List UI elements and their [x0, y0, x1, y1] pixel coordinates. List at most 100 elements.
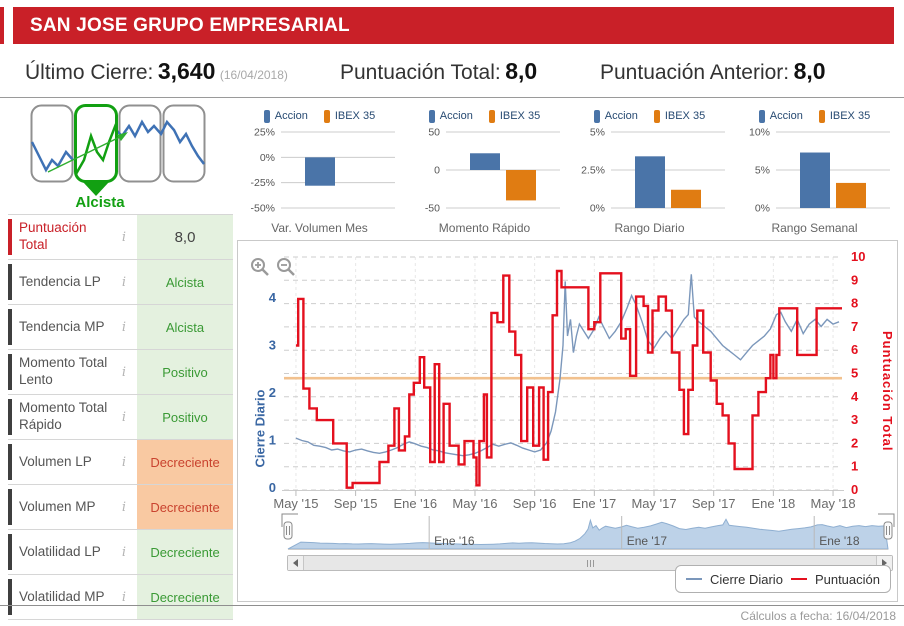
- navigator-area: [287, 518, 889, 550]
- left-edge-accent: [0, 7, 4, 44]
- mini-chart-legend: Accion IBEX 35: [732, 106, 897, 126]
- chart-legend: Cierre Diario Puntuación: [674, 565, 891, 593]
- mini-chart-rango-diario: Accion IBEX 35 5% 2.5% 0% Rango Diario: [567, 102, 732, 238]
- indicator-label: Volatilidad LP: [8, 534, 111, 570]
- calculation-date-text: Cálculos a fecha: 16/04/2018: [740, 609, 896, 623]
- puntuacion-total-label: Puntuación Total:: [340, 61, 501, 84]
- legend-label: IBEX 35: [829, 110, 871, 122]
- trend-card-selected: [74, 104, 118, 183]
- info-icon[interactable]: i: [121, 544, 127, 560]
- titlebar: SAN JOSE GRUPO EMPRESARIAL: [13, 7, 894, 44]
- sidebar-row-6: Volumen MP i Decreciente: [8, 485, 233, 530]
- selected-card-pointer: [83, 182, 109, 196]
- bar-accion: [470, 153, 500, 170]
- puntuacion-legend-label[interactable]: Puntuación: [814, 571, 880, 587]
- navigator-left-handle[interactable]: [283, 521, 293, 540]
- legend-marker: [818, 109, 825, 123]
- sidebar-row-3: Momento Total Lento i Positivo: [8, 350, 233, 395]
- right-axis-title: Puntuación Total: [880, 331, 895, 452]
- legend-label: Accion: [604, 110, 638, 122]
- svg-text:9: 9: [851, 272, 858, 287]
- mini-chart-title: Momento Rápido: [438, 221, 531, 235]
- zoom-out-icon[interactable]: [276, 257, 296, 277]
- left-arrow-icon: [293, 559, 298, 567]
- price-sparkline-right: [115, 119, 205, 165]
- svg-text:-25%: -25%: [250, 177, 275, 189]
- trend-thumbnail: Alcista: [8, 102, 233, 214]
- stat-ultimo-cierre: Último Cierre: 3,640 (16/04/2018): [25, 58, 288, 85]
- indicator-value: Alcista: [137, 305, 233, 349]
- info-icon[interactable]: i: [121, 499, 127, 515]
- svg-text:0: 0: [269, 480, 276, 495]
- price-sparkline-left: [30, 141, 74, 173]
- svg-text:25%: 25%: [254, 127, 275, 139]
- indicator-value: Decreciente: [137, 485, 233, 529]
- mini-chart-var-volumen-mes: Accion IBEX 35 25% 0% -25% -50% Var. Volumen M…: [237, 102, 402, 238]
- uptrend-arrow-line: [47, 134, 125, 173]
- legend-marker: [653, 109, 660, 123]
- legend-label: Accion: [274, 110, 308, 122]
- legend-marker: [323, 109, 330, 123]
- legend-marker: [593, 109, 600, 123]
- legend-label: Accion: [769, 110, 803, 122]
- svg-text:5%: 5%: [755, 165, 770, 177]
- cierre-diario-legend-label[interactable]: Cierre Diario: [709, 571, 783, 587]
- svg-text:Sep '17: Sep '17: [692, 496, 736, 511]
- bar-accion: [305, 157, 335, 186]
- info-icon[interactable]: i: [121, 364, 127, 380]
- svg-text:10: 10: [851, 249, 865, 264]
- legend-item-ibex: IBEX 35: [323, 109, 375, 123]
- legend-marker: [488, 109, 495, 123]
- mini-chart-title: Rango Semanal: [771, 221, 858, 235]
- ultimo-cierre-value: 3,640: [157, 58, 216, 84]
- legend-item-accion: Accion: [263, 109, 308, 123]
- sidebar-row-4: Momento Total Rápido i Positivo: [8, 395, 233, 440]
- info-icon[interactable]: i: [121, 274, 127, 290]
- info-icon[interactable]: i: [121, 229, 127, 245]
- legend-item-accion: Accion: [428, 109, 473, 123]
- mini-chart-momento-rapido: Accion IBEX 35 50 0 -50 Momento Rápido: [402, 102, 567, 238]
- info-icon[interactable]: i: [121, 454, 127, 470]
- right-arrow-icon: [882, 559, 887, 567]
- trend-card-4: [162, 104, 206, 183]
- footer-separator: [0, 605, 904, 606]
- indicator-value: Positivo: [137, 395, 233, 439]
- indicator-value: Alcista: [137, 260, 233, 304]
- puntuacion-anterior-value: 8,0: [793, 58, 826, 84]
- svg-text:6: 6: [851, 342, 858, 357]
- svg-text:Ene '17: Ene '17: [627, 534, 668, 548]
- legend-label: Accion: [439, 110, 473, 122]
- sidebar-row-8: Volatilidad MP i Decreciente: [8, 575, 233, 620]
- mini-charts-row: Accion IBEX 35 25% 0% -25% -50% Var. Volumen M…: [237, 102, 897, 238]
- indicator-label: Tendencia LP: [8, 264, 111, 300]
- mini-chart-legend: Accion IBEX 35: [567, 106, 732, 126]
- svg-text:May '16: May '16: [452, 496, 497, 511]
- cierre-diario-legend-marker: [685, 578, 702, 580]
- range-navigator[interactable]: Ene '16 Ene '17 Ene '18: [238, 513, 895, 557]
- svg-text:1: 1: [851, 459, 858, 474]
- svg-text:0: 0: [851, 482, 858, 497]
- cierre-diario-series: [295, 274, 840, 457]
- svg-text:Sep '15: Sep '15: [334, 496, 378, 511]
- svg-text:0%: 0%: [755, 203, 770, 215]
- calculation-date: Cálculos a fecha: 16/04/2018: [741, 609, 896, 623]
- sidebar-row-7: Volatilidad LP i Decreciente: [8, 530, 233, 575]
- navigator-right-handle[interactable]: [883, 521, 893, 540]
- stat-puntuacion-anterior: Puntuación Anterior: 8,0: [600, 58, 826, 85]
- zoom-in-icon[interactable]: [250, 257, 270, 277]
- svg-text:10%: 10%: [749, 127, 770, 139]
- scrollbar-left-arrow[interactable]: [288, 556, 304, 570]
- indicator-label: Momento Total Rápido: [8, 399, 111, 435]
- sidebar-row-1: Tendencia LP i Alcista: [8, 260, 233, 305]
- svg-text:Ene '16: Ene '16: [393, 496, 437, 511]
- legend-item-ibex: IBEX 35: [488, 109, 540, 123]
- ultimo-cierre-date: (16/04/2018): [219, 68, 288, 82]
- mini-chart-plot: 10% 5% 0%: [749, 127, 890, 215]
- info-icon[interactable]: i: [121, 409, 127, 425]
- info-icon[interactable]: i: [121, 319, 127, 335]
- indicator-label: Volatilidad MP: [8, 579, 111, 615]
- mini-chart-plot: 50 0 -50: [425, 127, 560, 215]
- price-score-chart[interactable]: 0 1 2 3 4 0 1 2 3 4 5 6 7 8 9 10 May '15 Sep '15 Ene '16 Ma…: [238, 247, 895, 513]
- info-icon[interactable]: i: [121, 589, 127, 605]
- bar-ibex: [671, 189, 701, 208]
